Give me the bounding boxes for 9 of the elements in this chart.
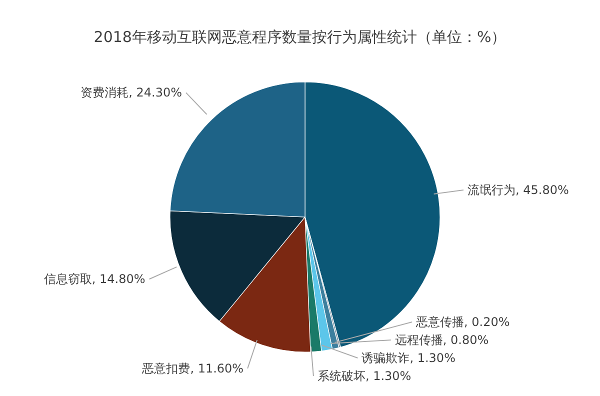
slice-label: 流氓行为, 45.80% <box>468 183 569 198</box>
slice-label: 信息窃取, 14.80% <box>44 272 146 286</box>
slice-label: 恶意传播, 0.20% <box>415 315 510 329</box>
slice-label: 系统破坏, 1.30% <box>317 369 412 383</box>
slice-label: 远程传播, 0.80% <box>394 333 489 347</box>
slice-label: 资费消耗, 24.30% <box>80 86 182 100</box>
slice-label: 诱骗欺诈, 1.30% <box>362 351 456 365</box>
slice-label: 恶意扣费, 11.60% <box>141 361 244 376</box>
chart-title: 2018年移动互联网恶意程序数量按行为属性统计（单位：%） <box>92 28 508 47</box>
